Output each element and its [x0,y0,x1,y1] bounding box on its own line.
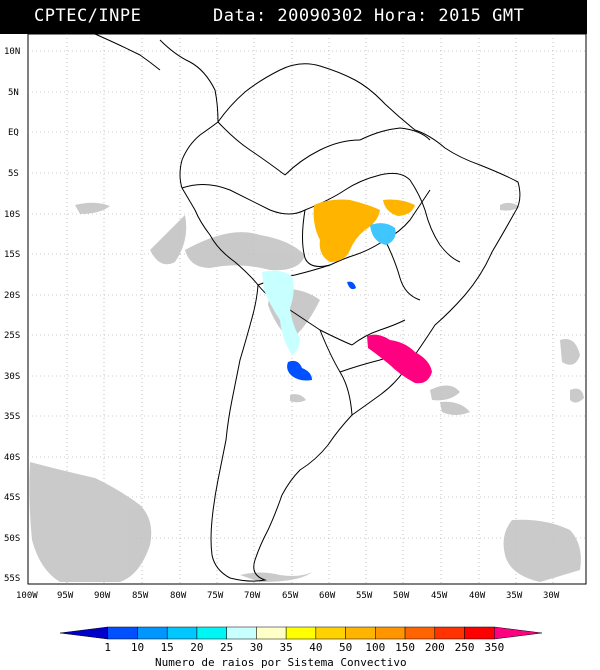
legend-swatch [315,626,346,640]
satellite-clouds [29,202,584,582]
lat-label-50s: 50S [4,534,20,544]
lat-label-55s: 55S [4,574,20,584]
system-bolivia-argentina [262,270,300,355]
lon-label-45w: 45W [431,591,448,601]
system-amazonia-sul [313,199,415,262]
legend-swatch [285,626,317,640]
lon-label-95w: 95W [57,591,74,601]
legend-swatch [404,626,436,640]
legend-labels: 1 10 15 20 25 30 35 40 50 100 150 200 250 350 [104,641,504,654]
legend-caption: Numero de raios por Sistema Convectivo [155,656,407,669]
lon-label-80w: 80W [170,591,187,601]
lon-label-65w: 65W [282,591,299,601]
legend-label: 200 [425,641,445,654]
lat-label-35s: 35S [4,412,20,422]
legend-label: 30 [250,641,263,654]
lat-label-30s: 30S [4,372,20,382]
lon-label-70w: 70W [244,591,261,601]
legend-label: 15 [161,641,174,654]
legend-swatch [256,626,287,640]
legend-label: 20 [190,641,203,654]
lat-label-40s: 40S [4,453,20,463]
lat-label-eq: EQ [8,128,19,138]
agency-label: CPTEC/INPE [34,6,142,26]
lon-label-30w: 30W [543,591,560,601]
lat-label-5s: 5S [8,169,19,179]
legend-swatch [59,626,108,640]
lat-label-20s: 20S [4,291,20,301]
legend-label: 250 [455,641,475,654]
system-brasil-sul [367,334,432,384]
lon-label-40w: 40W [469,591,486,601]
lon-label-100w: 100W [16,591,38,601]
lon-label-60w: 60W [319,591,336,601]
legend-swatch [375,626,406,640]
legend-swatch [434,626,465,640]
system-argentina-norte [287,281,356,381]
legend-swatch [196,626,227,640]
lat-label-15s: 15S [4,250,20,260]
lon-label-75w: 75W [207,591,224,601]
datetime-label: Data: 20090302 Hora: 2015 GMT [213,6,525,26]
legend-label: 100 [365,641,385,654]
legend-label: 50 [339,641,352,654]
lon-label-35w: 35W [506,591,523,601]
lat-label-5n: 5N [8,88,19,98]
lon-label-50w: 50W [393,591,410,601]
legend-swatch [226,626,257,640]
legend-label: 10 [131,641,144,654]
lat-label-10n: 10N [4,47,20,57]
legend-swatch [345,626,376,640]
legend-label: 35 [280,641,293,654]
lon-label-90w: 90W [94,591,111,601]
legend-label: 1 [104,641,111,654]
convective-systems [262,199,432,384]
lon-tick-labels: 100W 95W 90W 85W 80W 75W 70W 65W 60W 55W… [16,591,560,601]
legend-swatch [494,626,543,640]
lat-label-10s: 10S [4,210,20,220]
lon-label-55w: 55W [356,591,373,601]
legend-label: 40 [309,641,322,654]
system-centro-oeste [370,223,396,245]
title-bar: CPTEC/INPE Data: 20090302 Hora: 2015 GMT [0,0,587,34]
lon-label-85w: 85W [132,591,149,601]
legend-label: 25 [220,641,233,654]
legend-swatch [137,626,168,640]
lat-label-25s: 25S [4,331,20,341]
legend-label: 150 [395,641,415,654]
legend-swatch [107,626,138,640]
legend-swatch [464,626,495,640]
color-legend [59,626,543,640]
lat-tick-labels: 10N 5N EQ 5S 10S 15S 20S 25S 30S 35S 40S… [4,47,20,584]
legend-label: 350 [484,641,504,654]
legend-swatch [166,626,198,640]
lat-label-45s: 45S [4,493,20,503]
